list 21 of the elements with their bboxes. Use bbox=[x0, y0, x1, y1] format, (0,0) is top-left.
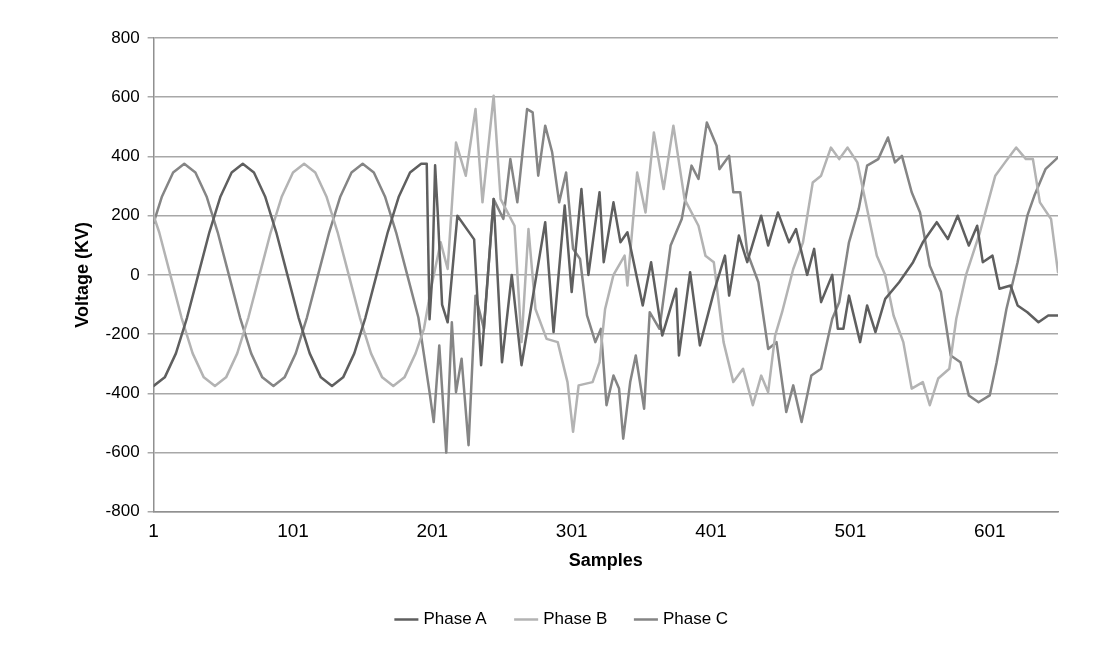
x-tick-label: 401 bbox=[695, 520, 727, 542]
y-tick-label: -600 bbox=[105, 442, 140, 462]
x-tick-label: 601 bbox=[973, 520, 1006, 542]
y-tick-label: -200 bbox=[105, 323, 140, 343]
y-tick-label: 800 bbox=[111, 27, 140, 47]
y-axis-title: Voltage (KV) bbox=[71, 222, 92, 328]
y-tick-label: 0 bbox=[130, 264, 140, 284]
legend-label: Phase C bbox=[662, 609, 729, 629]
x-axis-title: Samples bbox=[568, 549, 643, 571]
x-tick-label: 201 bbox=[416, 520, 449, 542]
y-tick-label: 400 bbox=[111, 146, 140, 166]
y-tick-label: 600 bbox=[111, 86, 140, 106]
y-tick-label: -800 bbox=[105, 501, 140, 521]
x-tick-label: 101 bbox=[277, 520, 309, 542]
x-tick-label: 501 bbox=[834, 520, 867, 542]
y-tick-label: 200 bbox=[111, 205, 140, 225]
legend-label: Phase B bbox=[543, 609, 608, 629]
y-tick-label: -400 bbox=[105, 383, 140, 403]
legend-label: Phase A bbox=[423, 609, 488, 629]
x-tick-label: 301 bbox=[555, 520, 588, 542]
x-tick-label: 1 bbox=[148, 520, 159, 542]
